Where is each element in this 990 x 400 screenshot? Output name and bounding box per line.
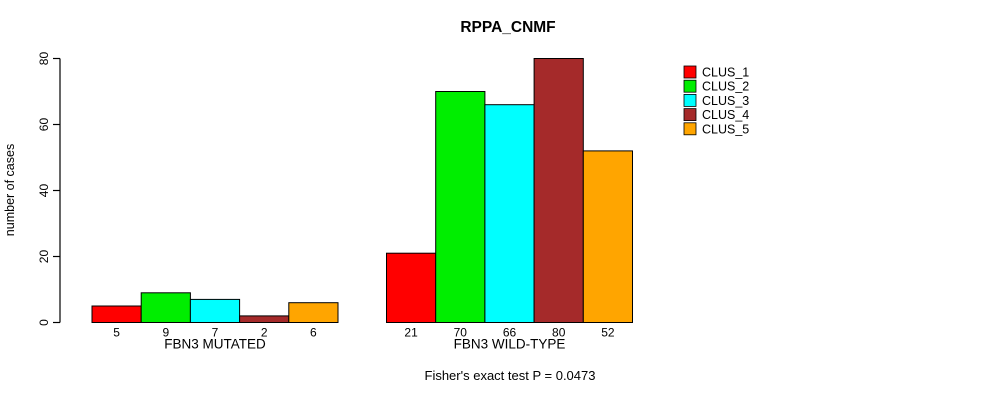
- bar: [288, 302, 339, 324]
- legend-label: CLUS_4: [702, 108, 749, 122]
- legend-swatch: [683, 65, 697, 79]
- group-label: FBN3 WILD-TYPE: [454, 337, 566, 352]
- stat-annotation: Fisher's exact test P = 0.0473: [425, 368, 596, 383]
- y-axis-label: number of cases: [3, 144, 17, 236]
- bar: [140, 292, 191, 323]
- bar-value-label: 2: [261, 326, 268, 340]
- y-tick-label: 80: [37, 52, 51, 66]
- bar-value-label: 5: [113, 326, 120, 340]
- legend-label: CLUS_2: [702, 80, 749, 94]
- bar-value-label: 9: [162, 326, 169, 340]
- y-axis: 0 20 40 60 80: [37, 52, 61, 326]
- bar-value-label: 70: [454, 326, 468, 340]
- legend-label: CLUS_1: [702, 66, 749, 80]
- bar: [484, 104, 535, 323]
- legend-label: CLUS_5: [702, 122, 749, 136]
- legend-swatch: [683, 79, 697, 93]
- bar-value-label: 21: [404, 326, 418, 340]
- legend-swatch: [683, 108, 697, 121]
- bar: [533, 58, 584, 323]
- bar: [386, 252, 437, 323]
- bar-value-label: 66: [503, 326, 517, 340]
- legend-label: CLUS_3: [702, 94, 749, 108]
- bar: [91, 305, 142, 323]
- bar: [582, 150, 633, 323]
- bar: [239, 315, 290, 323]
- legend-swatch: [683, 94, 697, 107]
- chart-title: RPPA_CNMF: [460, 19, 555, 36]
- legend-swatch: [683, 122, 697, 136]
- bar-value-label: 80: [552, 326, 566, 340]
- bar-value-label: 7: [212, 326, 219, 340]
- bar-series: [91, 58, 633, 324]
- bar: [435, 91, 486, 323]
- group-labels: FBN3 MUTATED FBN3 WILD-TYPE: [164, 337, 565, 352]
- bar-value-label: 52: [601, 326, 615, 340]
- y-tick-label: 60: [37, 118, 51, 132]
- y-tick-label: 0: [37, 319, 51, 326]
- bar: [189, 298, 241, 323]
- bar-value-label: 6: [310, 326, 317, 340]
- bar-value-labels: 5 9 7 2 6 21 70 66 80 52: [113, 326, 615, 340]
- y-tick-label: 40: [37, 184, 51, 198]
- y-tick-label: 20: [37, 250, 51, 264]
- group-label: FBN3 MUTATED: [164, 337, 266, 352]
